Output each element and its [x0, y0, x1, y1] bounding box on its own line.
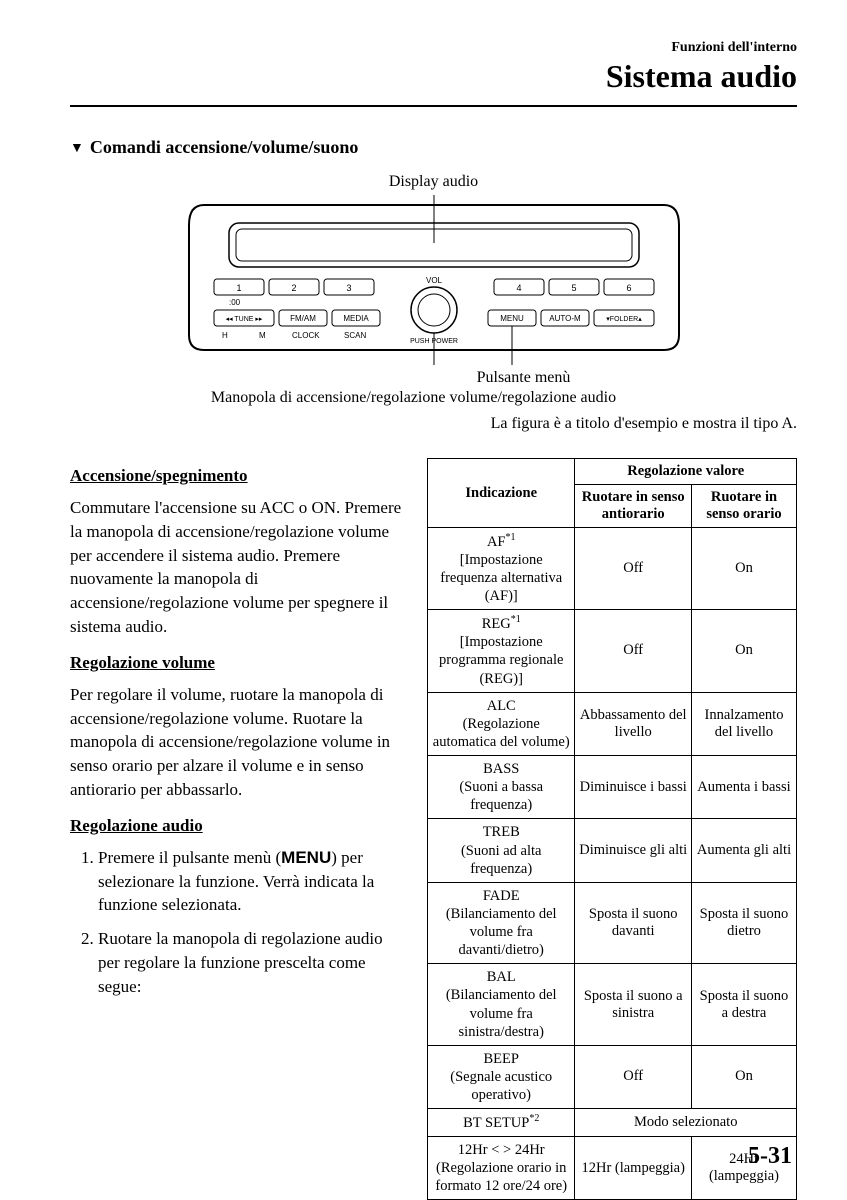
- indication-cell: BEEP(Segnale acustico operativo): [428, 1045, 575, 1108]
- table-row: BEEP(Segnale acustico operativo)OffOn: [428, 1045, 797, 1108]
- value-cell-ccw: Off: [575, 610, 692, 692]
- value-cell-cw: On: [691, 528, 796, 610]
- table-row: TREB(Suoni ad alta frequenza)Diminuisce …: [428, 819, 797, 882]
- value-cell-span: Modo selezionato: [575, 1109, 797, 1137]
- th-cw: Ruotare in senso orario: [691, 485, 796, 528]
- value-cell-ccw: Off: [575, 1045, 692, 1108]
- value-cell-ccw: Sposta il suono davanti: [575, 882, 692, 964]
- value-cell-cw: Innalzamento del livello: [691, 692, 796, 755]
- indication-cell: BASS(Suoni a bassa frequenza): [428, 756, 575, 819]
- svg-text:3: 3: [346, 283, 351, 293]
- subhead-power: Accensione/spegnimento: [70, 466, 407, 486]
- triangle-marker-icon: ▼: [70, 141, 84, 157]
- value-cell-cw: On: [691, 610, 796, 692]
- svg-text:AUTO-M: AUTO-M: [549, 314, 581, 323]
- settings-table: Indicazione Regolazione valore Ruotare i…: [427, 458, 797, 1200]
- table-row: BAL(Bilanciamento del volume fra sinistr…: [428, 964, 797, 1046]
- svg-text:MENU: MENU: [500, 314, 524, 323]
- value-cell-cw: Sposta il suono a destra: [691, 964, 796, 1046]
- page-number: 5-31: [748, 1143, 792, 1170]
- list-item: Premere il pulsante menù (MENU) per sele…: [98, 846, 407, 917]
- value-cell-ccw: Off: [575, 528, 692, 610]
- th-ccw: Ruotare in senso antiorario: [575, 485, 692, 528]
- audio-steps-list: Premere il pulsante menù (MENU) per sele…: [70, 846, 407, 999]
- svg-text:FM/AM: FM/AM: [290, 314, 316, 323]
- svg-text::00: :00: [229, 298, 241, 307]
- indication-cell: AF*1[Impostazione frequenza alternativa …: [428, 528, 575, 610]
- menu-button-label: Pulsante menù: [70, 369, 797, 387]
- header-large: Sistema audio: [70, 58, 797, 95]
- value-cell-ccw: Diminuisce i bassi: [575, 756, 692, 819]
- page-header: Funzioni dell'interno Sistema audio: [70, 40, 797, 95]
- svg-text:VOL: VOL: [425, 276, 442, 285]
- table-row: BASS(Suoni a bassa frequenza)Diminuisce …: [428, 756, 797, 819]
- display-audio-label: Display audio: [70, 173, 797, 191]
- th-regvalue: Regolazione valore: [575, 459, 797, 485]
- li1b-menu-bold: MENU: [281, 848, 331, 867]
- car-radio-illustration: 1 2 3 4 5 6 :00 ◂◂ TUNE ▸▸ FM/AM MEDIA M…: [174, 195, 694, 365]
- svg-text:MEDIA: MEDIA: [343, 314, 369, 323]
- value-cell-ccw: Diminuisce gli alti: [575, 819, 692, 882]
- indication-cell: BAL(Bilanciamento del volume fra sinistr…: [428, 964, 575, 1046]
- para-volume: Per regolare il volume, ruotare la manop…: [70, 683, 407, 802]
- svg-text:◂◂ TUNE ▸▸: ◂◂ TUNE ▸▸: [225, 316, 262, 323]
- radio-diagram: Display audio 1 2 3 4 5 6 :00 ◂◂ TUNE ▸▸…: [70, 173, 797, 407]
- value-cell-cw: On: [691, 1045, 796, 1108]
- table-row: AF*1[Impostazione frequenza alternativa …: [428, 528, 797, 610]
- table-row: FADE(Bilanciamento del volume fra davant…: [428, 882, 797, 964]
- table-row: ALC(Regolazione automatica del volume)Ab…: [428, 692, 797, 755]
- para-power: Commutare l'accensione su ACC o ON. Prem…: [70, 496, 407, 639]
- section-title: ▼ Comandi accensione/volume/suono: [70, 137, 797, 158]
- value-cell-ccw: 12Hr (lampeggia): [575, 1137, 692, 1200]
- section-title-text: Comandi accensione/volume/suono: [90, 137, 359, 157]
- subhead-volume: Regolazione volume: [70, 653, 407, 673]
- value-cell-cw: Aumenta i bassi: [691, 756, 796, 819]
- indication-cell: TREB(Suoni ad alta frequenza): [428, 819, 575, 882]
- svg-text:M: M: [259, 331, 266, 340]
- two-column-layout: Accensione/spegnimento Commutare l'accen…: [70, 458, 797, 1200]
- svg-text:5: 5: [571, 283, 576, 293]
- table-row: BT SETUP*2Modo selezionato: [428, 1109, 797, 1137]
- knob-label: Manopola di accensione/regolazione volum…: [70, 389, 797, 407]
- indication-cell: ALC(Regolazione automatica del volume): [428, 692, 575, 755]
- left-column: Accensione/spegnimento Commutare l'accen…: [70, 458, 407, 1200]
- svg-text:4: 4: [516, 283, 521, 293]
- li1a: Premere il pulsante menù (: [98, 848, 281, 867]
- value-cell-cw: Aumenta gli alti: [691, 819, 796, 882]
- table-row: REG*1[Impostazione programma regionale (…: [428, 610, 797, 692]
- svg-text:6: 6: [626, 283, 631, 293]
- table-row: 12Hr < > 24Hr(Regolazione orario in form…: [428, 1137, 797, 1200]
- header-rule: [70, 105, 797, 107]
- diagram-caption: La figura è a titolo d'esempio e mostra …: [70, 415, 797, 433]
- svg-text:2: 2: [291, 283, 296, 293]
- svg-text:SCAN: SCAN: [344, 331, 366, 340]
- list-item: Ruotare la manopola di regolazione audio…: [98, 927, 407, 998]
- svg-text:CLOCK: CLOCK: [292, 331, 320, 340]
- indication-cell: REG*1[Impostazione programma regionale (…: [428, 610, 575, 692]
- svg-text:1: 1: [236, 283, 241, 293]
- indication-cell: BT SETUP*2: [428, 1109, 575, 1137]
- subhead-audio: Regolazione audio: [70, 816, 407, 836]
- value-cell-ccw: Abbassamento del livello: [575, 692, 692, 755]
- value-cell-ccw: Sposta il suono a sinistra: [575, 964, 692, 1046]
- svg-text:H: H: [222, 331, 228, 340]
- indication-cell: 12Hr < > 24Hr(Regolazione orario in form…: [428, 1137, 575, 1200]
- th-indication: Indicazione: [428, 459, 575, 528]
- right-column: Indicazione Regolazione valore Ruotare i…: [427, 458, 797, 1200]
- svg-text:▾FOLDER▴: ▾FOLDER▴: [606, 316, 642, 323]
- indication-cell: FADE(Bilanciamento del volume fra davant…: [428, 882, 575, 964]
- header-small: Funzioni dell'interno: [70, 40, 797, 56]
- value-cell-cw: Sposta il suono dietro: [691, 882, 796, 964]
